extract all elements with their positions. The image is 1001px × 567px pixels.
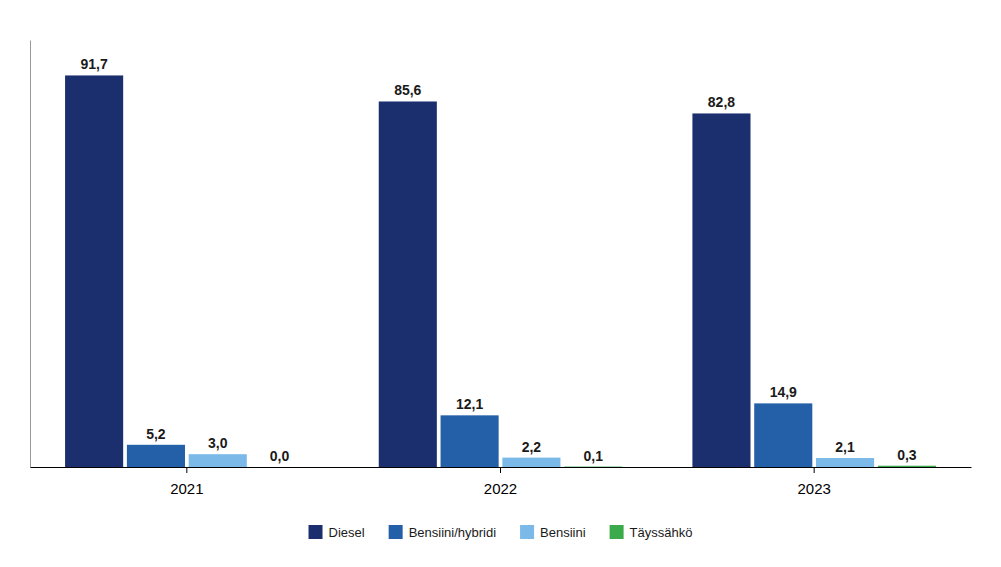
bar xyxy=(189,454,247,467)
x-tick-mark xyxy=(186,467,187,473)
x-tick-mark xyxy=(500,467,501,473)
bar xyxy=(816,458,874,467)
data-label: 5,2 xyxy=(146,426,166,442)
x-tick-mark xyxy=(814,467,815,473)
x-tick: 2022 xyxy=(484,467,517,497)
data-label: 2,1 xyxy=(835,439,855,455)
legend-item: Bensiini xyxy=(520,525,586,540)
x-tick-label: 2023 xyxy=(797,480,830,497)
plot: 2021 2022 2023 91,7 85,6 82,8 5,2 12,1 14,9 3,0 2,… xyxy=(31,41,972,498)
data-label: 85,6 xyxy=(394,82,421,98)
data-label: 2,2 xyxy=(522,439,542,455)
data-label: 14,9 xyxy=(770,384,797,400)
bar xyxy=(692,113,750,467)
bar xyxy=(878,466,936,467)
legend-swatch xyxy=(520,525,534,539)
bar xyxy=(564,466,622,467)
chart: 2021 2022 2023 91,7 85,6 82,8 5,2 12,1 14,9 3,0 2,… xyxy=(0,0,1001,567)
legend: Diesel Bensiini/hybridi Bensiini Täyssähkö xyxy=(309,525,693,540)
legend-label: Diesel xyxy=(329,525,365,540)
bar xyxy=(65,75,123,467)
data-label: 0,1 xyxy=(583,448,603,464)
x-axis: 2021 2022 2023 xyxy=(31,467,972,497)
legend-item: Diesel xyxy=(309,525,365,540)
bar xyxy=(754,403,812,467)
legend-swatch xyxy=(309,525,323,539)
bars xyxy=(65,75,936,467)
data-label: 91,7 xyxy=(80,56,107,72)
legend-label: Bensiini/hybridi xyxy=(409,525,497,540)
legend-label: Bensiini xyxy=(540,525,586,540)
legend-item: Täyssähkö xyxy=(610,525,693,540)
legend-swatch xyxy=(389,525,403,539)
data-label: 12,1 xyxy=(456,396,483,412)
data-label: 82,8 xyxy=(708,94,735,110)
legend-label: Täyssähkö xyxy=(630,525,693,540)
data-label: 3,0 xyxy=(208,435,228,451)
legend-item: Bensiini/hybridi xyxy=(389,525,497,540)
bar xyxy=(502,458,560,467)
x-tick: 2021 xyxy=(170,467,203,497)
bar xyxy=(441,415,499,467)
legend-swatch xyxy=(610,525,624,539)
bar xyxy=(127,445,185,467)
bar xyxy=(250,467,308,468)
y-axis-line xyxy=(30,41,31,468)
bar xyxy=(379,101,437,467)
data-label: 0,3 xyxy=(897,447,917,463)
x-tick-label: 2022 xyxy=(484,480,517,497)
x-tick: 2023 xyxy=(797,467,830,497)
y-axis xyxy=(30,41,31,468)
data-label: 0,0 xyxy=(270,448,290,464)
x-tick-label: 2021 xyxy=(170,480,203,497)
data-labels: 91,7 85,6 82,8 5,2 12,1 14,9 3,0 2,2 2,1 0,0 0,1 0,… xyxy=(80,56,916,464)
